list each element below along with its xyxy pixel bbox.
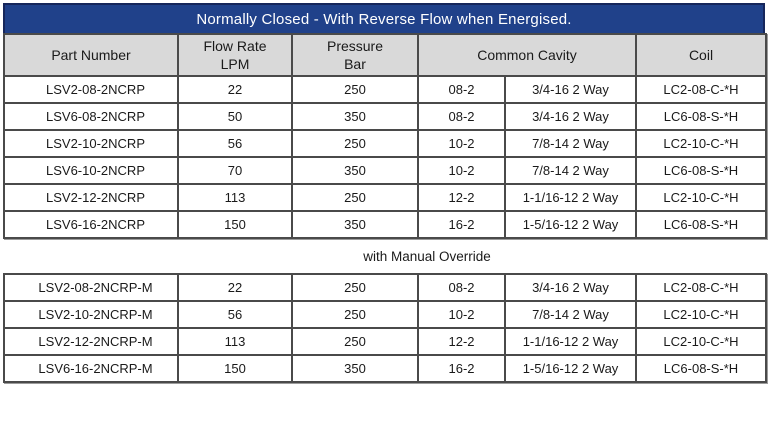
flow-rate-cell: 50 — [177, 102, 293, 131]
coil-cell: LC6-08-S-*H — [635, 156, 767, 185]
header-cell-common-cavity: Common Cavity — [417, 33, 637, 77]
coil-cell: LC6-08-S-*H — [635, 210, 767, 239]
table-row: LSV2-12-2NCRP-M 113 250 12-2 1-1/16-12 2… — [3, 327, 767, 356]
cavity-thread-cell: 1-5/16-12 2 Way — [504, 354, 637, 383]
cavity-thread-cell: 1-1/16-12 2 Way — [504, 327, 637, 356]
manual-override-section-header: with Manual Override — [3, 239, 765, 273]
cavity-code-cell: 16-2 — [417, 354, 506, 383]
flow-rate-cell: 22 — [177, 273, 293, 302]
table-row: LSV6-16-2NCRP-M 150 350 16-2 1-5/16-12 2… — [3, 354, 767, 383]
part-number-cell: LSV6-16-2NCRP — [3, 210, 179, 239]
cavity-code-cell: 12-2 — [417, 183, 506, 212]
part-number-cell: LSV2-10-2NCRP-M — [3, 300, 179, 329]
part-number-cell: LSV6-10-2NCRP — [3, 156, 179, 185]
coil-cell: LC2-08-C-*H — [635, 273, 767, 302]
pressure-cell: 250 — [291, 273, 419, 302]
flow-rate-cell: 113 — [177, 183, 293, 212]
cavity-code-cell: 10-2 — [417, 300, 506, 329]
part-number-cell: LSV6-16-2NCRP-M — [3, 354, 179, 383]
coil-cell: LC2-10-C-*H — [635, 327, 767, 356]
cavity-thread-cell: 1-5/16-12 2 Way — [504, 210, 637, 239]
cavity-code-cell: 08-2 — [417, 102, 506, 131]
part-number-cell: LSV2-08-2NCRP-M — [3, 273, 179, 302]
flow-rate-cell: 22 — [177, 75, 293, 104]
cavity-code-cell: 12-2 — [417, 327, 506, 356]
cavity-thread-cell: 7/8-14 2 Way — [504, 129, 637, 158]
title-banner: Normally Closed - With Reverse Flow when… — [3, 3, 765, 33]
table-row: LSV2-12-2NCRP 113 250 12-2 1-1/16-12 2 W… — [3, 183, 767, 212]
header-cell-coil: Coil — [635, 33, 767, 77]
coil-cell: LC6-08-S-*H — [635, 354, 767, 383]
coil-cell: LC2-10-C-*H — [635, 300, 767, 329]
pressure-cell: 250 — [291, 75, 419, 104]
part-number-cell: LSV6-08-2NCRP — [3, 102, 179, 131]
coil-cell: LC2-10-C-*H — [635, 129, 767, 158]
spec-table-manual-override: LSV2-08-2NCRP-M 22 250 08-2 3/4-16 2 Way… — [3, 273, 767, 383]
flow-rate-cell: 113 — [177, 327, 293, 356]
header-cell-flow-rate: Flow Rate LPM — [177, 33, 293, 77]
table-row: LSV2-10-2NCRP-M 56 250 10-2 7/8-14 2 Way… — [3, 300, 767, 329]
cavity-thread-cell: 3/4-16 2 Way — [504, 102, 637, 131]
pressure-cell: 350 — [291, 354, 419, 383]
header-cell-pressure: Pressure Bar — [291, 33, 419, 77]
flow-rate-cell: 70 — [177, 156, 293, 185]
table-row: LSV2-08-2NCRP 22 250 08-2 3/4-16 2 Way L… — [3, 75, 767, 104]
coil-cell: LC6-08-S-*H — [635, 102, 767, 131]
cavity-code-cell: 10-2 — [417, 156, 506, 185]
pressure-cell: 350 — [291, 102, 419, 131]
pressure-cell: 250 — [291, 300, 419, 329]
header-row: Part Number Flow Rate LPM Pressure Bar C… — [3, 33, 767, 77]
pressure-cell: 250 — [291, 183, 419, 212]
flow-rate-cell: 150 — [177, 210, 293, 239]
spec-table-main: Part Number Flow Rate LPM Pressure Bar C… — [3, 33, 767, 239]
banner-title: Normally Closed - With Reverse Flow when… — [196, 10, 572, 28]
coil-cell: LC2-10-C-*H — [635, 183, 767, 212]
part-number-cell: LSV2-12-2NCRP-M — [3, 327, 179, 356]
part-number-cell: LSV2-10-2NCRP — [3, 129, 179, 158]
table-row: LSV2-08-2NCRP-M 22 250 08-2 3/4-16 2 Way… — [3, 273, 767, 302]
pressure-cell: 250 — [291, 327, 419, 356]
flow-rate-cell: 56 — [177, 129, 293, 158]
header-cell-part-number: Part Number — [3, 33, 179, 77]
cavity-code-cell: 10-2 — [417, 129, 506, 158]
cavity-code-cell: 16-2 — [417, 210, 506, 239]
pressure-cell: 250 — [291, 129, 419, 158]
flow-rate-cell: 56 — [177, 300, 293, 329]
coil-cell: LC2-08-C-*H — [635, 75, 767, 104]
cavity-code-cell: 08-2 — [417, 273, 506, 302]
cavity-thread-cell: 3/4-16 2 Way — [504, 273, 637, 302]
pressure-cell: 350 — [291, 210, 419, 239]
cavity-code-cell: 08-2 — [417, 75, 506, 104]
cavity-thread-cell: 7/8-14 2 Way — [504, 300, 637, 329]
section-label: with Manual Override — [363, 248, 491, 264]
table-row: LSV2-10-2NCRP 56 250 10-2 7/8-14 2 Way L… — [3, 129, 767, 158]
part-number-cell: LSV2-12-2NCRP — [3, 183, 179, 212]
cavity-thread-cell: 3/4-16 2 Way — [504, 75, 637, 104]
flow-rate-cell: 150 — [177, 354, 293, 383]
pressure-cell: 350 — [291, 156, 419, 185]
part-number-cell: LSV2-08-2NCRP — [3, 75, 179, 104]
table-row: LSV6-08-2NCRP 50 350 08-2 3/4-16 2 Way L… — [3, 102, 767, 131]
cavity-thread-cell: 1-1/16-12 2 Way — [504, 183, 637, 212]
table-row: LSV6-16-2NCRP 150 350 16-2 1-5/16-12 2 W… — [3, 210, 767, 239]
table-row: LSV6-10-2NCRP 70 350 10-2 7/8-14 2 Way L… — [3, 156, 767, 185]
cavity-thread-cell: 7/8-14 2 Way — [504, 156, 637, 185]
